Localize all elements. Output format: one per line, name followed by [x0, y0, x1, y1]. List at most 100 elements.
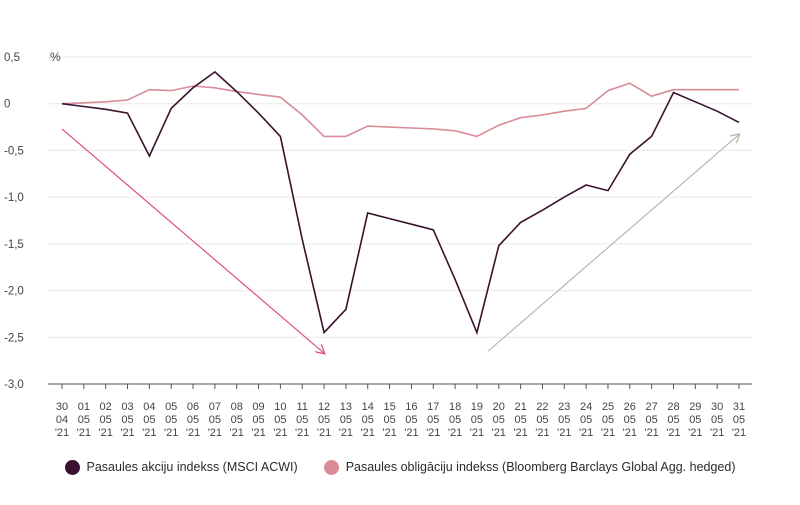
x-tick-label-part: 05 [252, 414, 264, 426]
x-tick-label-part: 05 [318, 414, 330, 426]
y-tick-label: -0,5 [4, 145, 24, 157]
x-tick-label-part: 05 [165, 414, 177, 426]
x-tick-label: 28 05'21 [666, 401, 680, 439]
x-tick-label-part: 05 [602, 414, 614, 426]
x-tick-label-part: 28 [667, 401, 679, 413]
x-tick-label: 30 04'21 [55, 401, 69, 439]
x-tick-label-part: 05 [689, 414, 701, 426]
x-tick-label-part: '21 [186, 427, 200, 439]
x-tick-label-part: 05 [580, 414, 592, 426]
x-tick-label-part: 05 [296, 414, 308, 426]
x-tick-label: 20 05'21 [492, 401, 506, 439]
y-tick-label: -2,0 [4, 286, 24, 298]
x-tick-label: 21 05'21 [513, 401, 527, 439]
x-tick-label-part: 05 [274, 414, 286, 426]
x-tick-label: 31 05'21 [732, 401, 746, 439]
x-tick-label: 16 05'21 [404, 401, 418, 439]
x-tick-label-part: 02 [100, 401, 112, 413]
x-tick-label-part: 05 [121, 414, 133, 426]
x-tick-label: 12 05'21 [317, 401, 331, 439]
x-tick-label-part: '21 [557, 427, 571, 439]
x-tick-label-part: 05 [187, 414, 199, 426]
y-unit-label: % [50, 50, 61, 64]
x-tick-label: 03 05'21 [120, 401, 134, 439]
x-tick-label-part: '21 [732, 427, 746, 439]
x-tick-label-part: 24 [580, 401, 592, 413]
x-tick-label-part: 11 [297, 401, 308, 413]
x-tick-label-part: '21 [710, 427, 724, 439]
x-tick-label: 11 05'21 [295, 401, 309, 439]
x-tick-label-part: 05 [624, 414, 636, 426]
x-tick-label-part: 05 [383, 414, 395, 426]
x-tick-label-part: 21 [514, 401, 526, 413]
x-tick-label-part: 05 [427, 414, 439, 426]
legend-label-stocks: Pasaules akciju indekss (MSCI ACWI) [86, 460, 298, 474]
x-tick-label-part: 05 [514, 414, 526, 426]
x-tick-label-part: 01 [78, 401, 90, 413]
x-tick-label-part: '21 [448, 427, 462, 439]
x-tick-label-part: '21 [120, 427, 134, 439]
x-tick-label-part: 06 [187, 401, 199, 413]
x-tick-label-part: '21 [99, 427, 113, 439]
x-tick-label-part: 26 [624, 401, 636, 413]
x-tick-label-part: '21 [492, 427, 506, 439]
x-tick-label: 14 05'21 [361, 401, 375, 439]
x-tick-label-part: '21 [579, 427, 593, 439]
x-tick-label-part: '21 [361, 427, 375, 439]
x-tick-label-part: 05 [100, 414, 112, 426]
x-tick-label: 13 05'21 [339, 401, 353, 439]
x-tick-label-part: 22 [536, 401, 548, 413]
x-tick-label-part: 23 [558, 401, 570, 413]
x-tick-label-part: 05 [449, 414, 461, 426]
x-tick-label-part: '21 [251, 427, 265, 439]
x-tick-label-part: 17 [427, 401, 439, 413]
x-tick-label: 19 05'21 [470, 401, 484, 439]
x-tick-label: 29 05'21 [688, 401, 702, 439]
x-tick-label-part: '21 [426, 427, 440, 439]
x-tick-label-part: 05 [405, 414, 417, 426]
x-tick-label: 24 05'21 [579, 401, 593, 439]
x-tick-label-part: 05 [209, 414, 221, 426]
x-tick-label-part: 30 [711, 401, 723, 413]
x-tick-label-part: 25 [602, 401, 614, 413]
x-tick-label: 08 05'21 [230, 401, 244, 439]
x-tick-label-part: '21 [230, 427, 244, 439]
x-tick-label-part: '21 [164, 427, 178, 439]
x-tick-label-part: 05 [165, 401, 177, 413]
x-tick-label-part: 05 [471, 414, 483, 426]
x-tick-label-part: 18 [449, 401, 461, 413]
x-tick-label: 07 05'21 [208, 401, 222, 439]
x-tick-label-part: 13 [340, 401, 352, 413]
x-tick-label: 22 05'21 [535, 401, 549, 439]
x-tick-label-part: '21 [644, 427, 658, 439]
x-tick-label-part: 08 [231, 401, 243, 413]
series-line-bonds [61, 82, 739, 138]
y-tick-label: -1,0 [4, 192, 24, 204]
x-tick-label: 17 05'21 [426, 401, 440, 439]
x-tick-label-part: '21 [339, 427, 353, 439]
x-tick-label-part: '21 [470, 427, 484, 439]
x-tick-label-part: 04 [143, 401, 155, 413]
x-tick-label-part: '21 [142, 427, 156, 439]
x-tick-label-part: '21 [535, 427, 549, 439]
x-tick-label-part: '21 [208, 427, 222, 439]
x-tick-label: 26 05'21 [623, 401, 637, 439]
x-tick-label-part: 30 [56, 401, 68, 413]
x-tick-label-part: 05 [143, 414, 155, 426]
x-tick-label-part: '21 [666, 427, 680, 439]
x-tick-label-part: 15 [383, 401, 395, 413]
series-line-stocks [61, 70, 740, 336]
x-tick-label: 02 05'21 [99, 401, 113, 439]
x-tick-label-part: '21 [77, 427, 91, 439]
x-tick-label: 18 05'21 [448, 401, 462, 439]
x-tick-label-part: 05 [667, 414, 679, 426]
y-tick-label: -1,5 [4, 239, 24, 251]
x-tick-label-part: 05 [536, 414, 548, 426]
x-tick-label: 05 05'21 [164, 401, 178, 439]
x-tick-label: 30 05'21 [710, 401, 724, 439]
legend-swatch-bonds [323, 459, 339, 475]
x-tick-label-part: 19 [471, 401, 483, 413]
x-tick-label-part: '21 [601, 427, 615, 439]
